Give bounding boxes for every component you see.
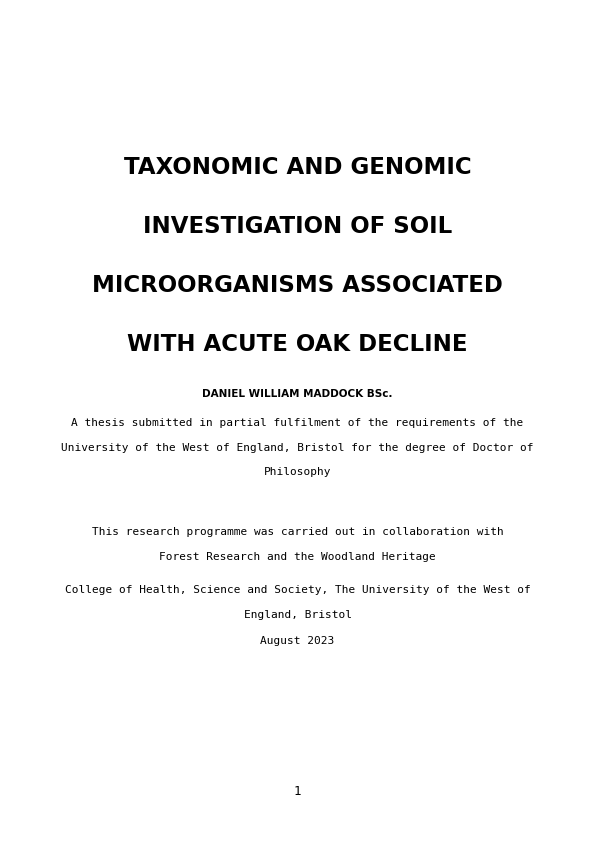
Text: College of Health, Science and Society, The University of the West of: College of Health, Science and Society, … <box>65 585 530 595</box>
Text: TAXONOMIC AND GENOMIC: TAXONOMIC AND GENOMIC <box>124 156 471 179</box>
Text: University of the West of England, Bristol for the degree of Doctor of: University of the West of England, Brist… <box>61 443 534 453</box>
Text: Forest Research and the Woodland Heritage: Forest Research and the Woodland Heritag… <box>159 552 436 562</box>
Text: England, Bristol: England, Bristol <box>243 610 352 620</box>
Text: WITH ACUTE OAK DECLINE: WITH ACUTE OAK DECLINE <box>127 333 468 355</box>
Text: MICROORGANISMS ASSOCIATED: MICROORGANISMS ASSOCIATED <box>92 274 503 296</box>
Text: INVESTIGATION OF SOIL: INVESTIGATION OF SOIL <box>143 215 452 237</box>
Text: Philosophy: Philosophy <box>264 467 331 477</box>
Text: A thesis submitted in partial fulfilment of the requirements of the: A thesis submitted in partial fulfilment… <box>71 418 524 429</box>
Text: DANIEL WILLIAM MADDOCK BSc.: DANIEL WILLIAM MADDOCK BSc. <box>202 389 393 399</box>
Text: 1: 1 <box>294 786 301 798</box>
Text: This research programme was carried out in collaboration with: This research programme was carried out … <box>92 527 503 537</box>
Text: August 2023: August 2023 <box>261 636 334 646</box>
